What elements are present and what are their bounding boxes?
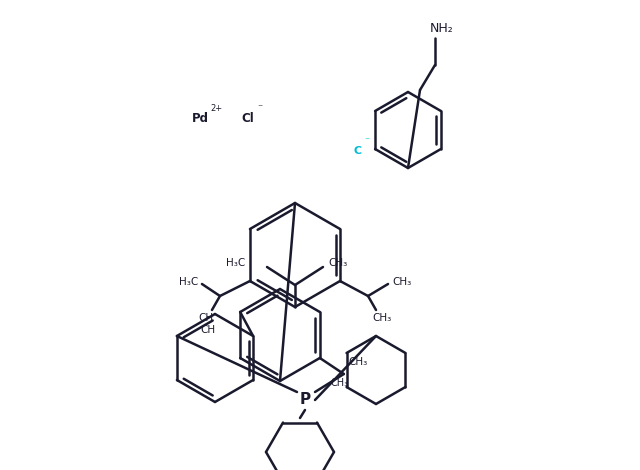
Text: CH₃: CH₃ xyxy=(392,277,412,287)
Text: C: C xyxy=(353,146,361,156)
Text: P: P xyxy=(300,392,310,407)
Text: ⁻: ⁻ xyxy=(257,103,262,113)
Text: CH: CH xyxy=(200,325,216,335)
Text: CH: CH xyxy=(198,313,214,323)
Text: CH₃: CH₃ xyxy=(349,357,368,367)
Text: ⁻: ⁻ xyxy=(365,136,370,146)
Text: 2+: 2+ xyxy=(210,103,222,112)
Text: NH₂: NH₂ xyxy=(430,22,454,34)
Text: CH₃: CH₃ xyxy=(372,313,392,323)
Text: CH₃: CH₃ xyxy=(328,258,348,268)
Text: H₃C: H₃C xyxy=(179,277,198,287)
Text: Pd: Pd xyxy=(191,111,209,125)
Text: CH₃: CH₃ xyxy=(331,378,349,388)
Text: Cl: Cl xyxy=(242,111,254,125)
Text: H₃C: H₃C xyxy=(226,258,245,268)
